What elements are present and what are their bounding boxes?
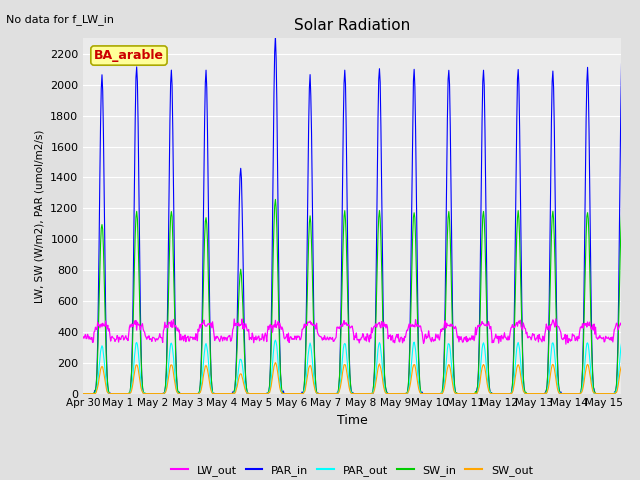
Title: Solar Radiation: Solar Radiation bbox=[294, 18, 410, 33]
X-axis label: Time: Time bbox=[337, 414, 367, 427]
Y-axis label: LW, SW (W/m2), PAR (umol/m2/s): LW, SW (W/m2), PAR (umol/m2/s) bbox=[35, 129, 45, 303]
Text: No data for f_LW_in: No data for f_LW_in bbox=[6, 14, 115, 25]
Text: BA_arable: BA_arable bbox=[94, 49, 164, 62]
Legend: LW_out, PAR_in, PAR_out, SW_in, SW_out: LW_out, PAR_in, PAR_out, SW_in, SW_out bbox=[166, 461, 538, 480]
